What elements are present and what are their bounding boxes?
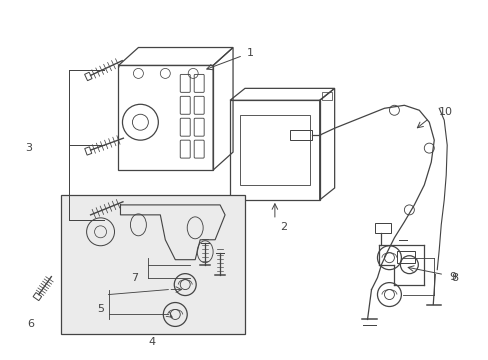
Bar [229, 100, 319, 200]
Bar [375, 223, 390, 233]
Bar [118, 66, 213, 170]
Bar [321, 92, 331, 100]
Text: 7: 7 [131, 273, 138, 283]
Text: 6: 6 [27, 319, 34, 329]
Bar [240, 115, 309, 185]
Text: 2: 2 [279, 222, 286, 232]
Text: 10: 10 [438, 107, 452, 117]
Text: 4: 4 [148, 337, 156, 347]
Bar [61, 195, 244, 334]
Text: 8: 8 [450, 273, 457, 283]
Bar [397, 251, 414, 263]
Bar [289, 130, 311, 140]
Text: 1: 1 [246, 49, 253, 58]
Text: 5: 5 [97, 305, 104, 315]
Text: 3: 3 [25, 143, 32, 153]
Text: 9: 9 [448, 272, 455, 282]
